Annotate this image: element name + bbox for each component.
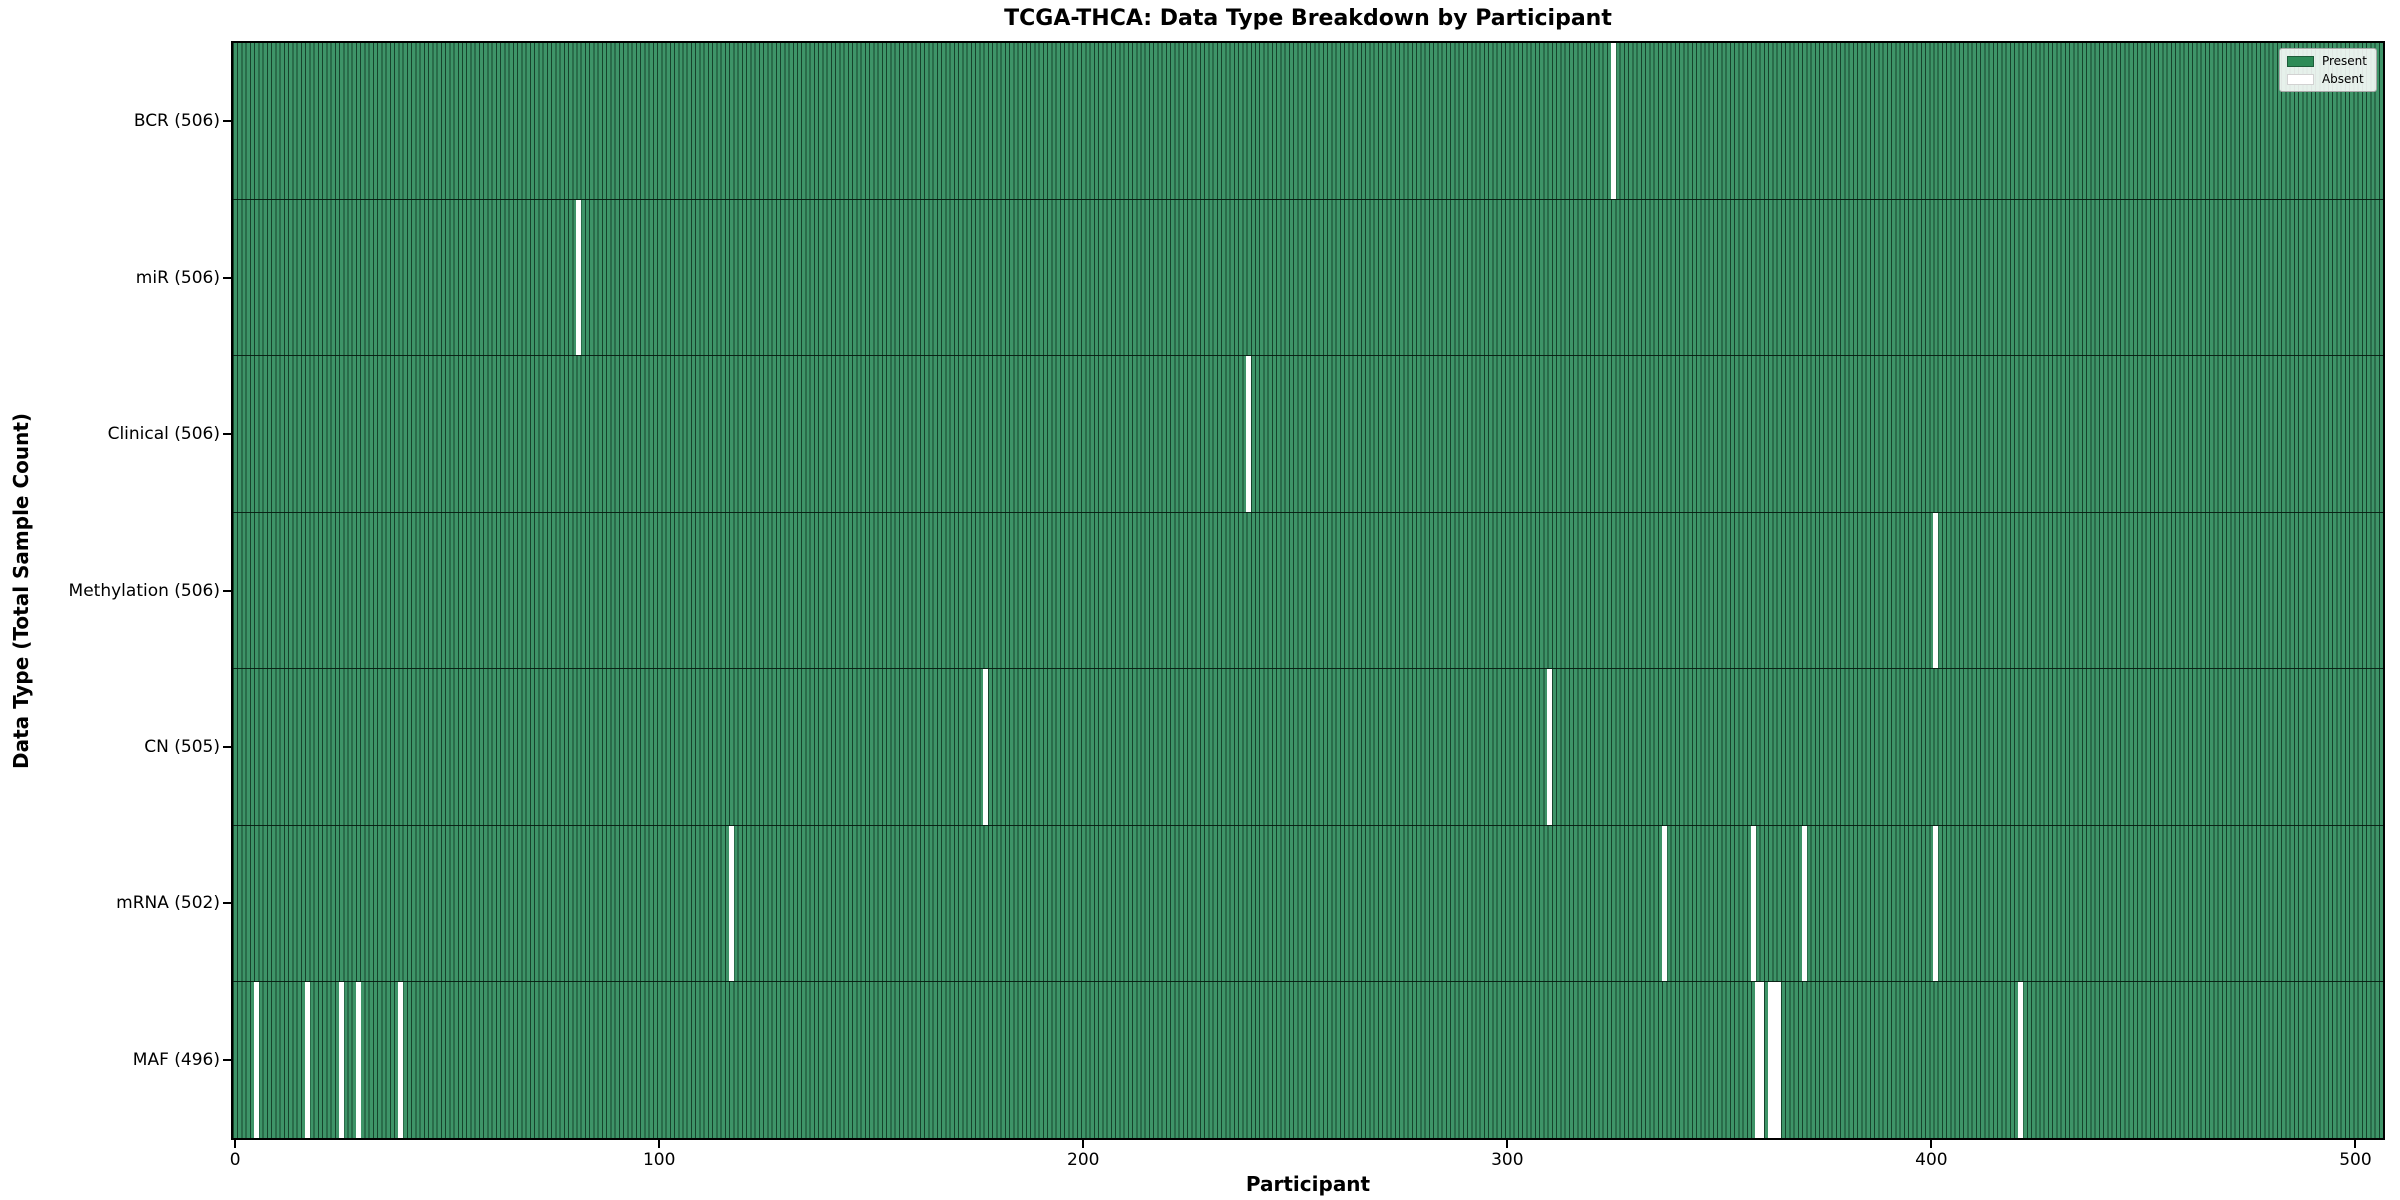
x-tick-label: 500: [2339, 1150, 2372, 1170]
chart-title: TCGA-THCA: Data Type Breakdown by Partic…: [1004, 6, 1612, 31]
y-tick-mark: [223, 1058, 231, 1061]
legend-item-absent: Absent: [2286, 72, 2367, 86]
absent-mark: [253, 982, 259, 1139]
absent-mark: [1776, 982, 1782, 1139]
legend-swatch-present-icon: [2286, 55, 2314, 67]
absent-mark: [576, 199, 582, 356]
absent-mark: [1610, 43, 1616, 199]
y-tick-label: miR (506): [135, 267, 220, 288]
y-tick-mark: [223, 902, 231, 905]
absent-mark: [1759, 982, 1765, 1139]
chart-row-mir: [233, 199, 2383, 357]
absent-mark: [398, 982, 403, 1139]
x-tick-label: 200: [1067, 1150, 1100, 1170]
chart-row-bcr: [233, 43, 2383, 200]
bar-rows: [233, 43, 2383, 1139]
absent-mark: [355, 982, 361, 1139]
absent-mark: [2018, 982, 2023, 1139]
x-tick-mark: [1930, 1140, 1933, 1148]
y-tick-mark: [223, 433, 231, 436]
absent-mark: [1772, 982, 1777, 1139]
x-tick-mark: [658, 1140, 661, 1148]
absent-mark: [1750, 825, 1756, 982]
absent-mark: [1933, 512, 1939, 669]
y-tick-mark: [223, 745, 231, 748]
legend-swatch-absent-icon: [2286, 73, 2314, 85]
chart-row-mrna: [233, 825, 2383, 983]
legend-item-present: Present: [2286, 54, 2367, 68]
x-axis-label: Participant: [1245, 1172, 1371, 1196]
y-tick-label: Methylation (506): [68, 580, 220, 601]
y-tick-mark: [223, 589, 231, 592]
absent-mark: [728, 825, 734, 982]
y-tick-label: Clinical (506): [107, 424, 220, 445]
absent-mark: [1661, 825, 1667, 982]
chart-row-methylation: [233, 512, 2383, 670]
plot-area: Present Absent: [231, 41, 2385, 1140]
absent-mark: [1933, 825, 1939, 982]
absent-mark: [304, 982, 310, 1139]
absent-mark: [983, 669, 989, 825]
x-tick-mark: [1082, 1140, 1085, 1148]
y-tick-label: BCR (506): [133, 111, 220, 132]
legend: Present Absent: [2278, 48, 2377, 92]
chart-row-clinical: [233, 356, 2383, 513]
legend-label-present: Present: [2321, 54, 2367, 68]
x-tick-mark: [2354, 1140, 2357, 1148]
absent-mark: [1801, 825, 1807, 982]
x-tick-label: 300: [1491, 1150, 1524, 1170]
chart-row-maf: [233, 982, 2383, 1139]
x-tick-mark: [1506, 1140, 1509, 1148]
y-tick-mark: [223, 276, 231, 279]
y-tick-label: CN (505): [144, 736, 220, 757]
absent-mark: [1547, 669, 1553, 825]
absent-mark: [338, 982, 344, 1139]
absent-mark: [1246, 356, 1252, 512]
x-tick-label: 400: [1915, 1150, 1948, 1170]
chart-row-cn: [233, 669, 2383, 826]
legend-label-absent: Absent: [2321, 72, 2364, 86]
absent-mark: [1755, 982, 1760, 1139]
x-tick-label: 100: [642, 1150, 676, 1170]
y-tick-label: MAF (496): [132, 1049, 220, 1070]
x-tick-mark: [234, 1140, 237, 1148]
absent-mark: [1767, 982, 1773, 1139]
y-tick-mark: [223, 120, 231, 123]
x-tick-label: 0: [229, 1150, 241, 1170]
y-tick-label: mRNA (502): [116, 893, 220, 914]
